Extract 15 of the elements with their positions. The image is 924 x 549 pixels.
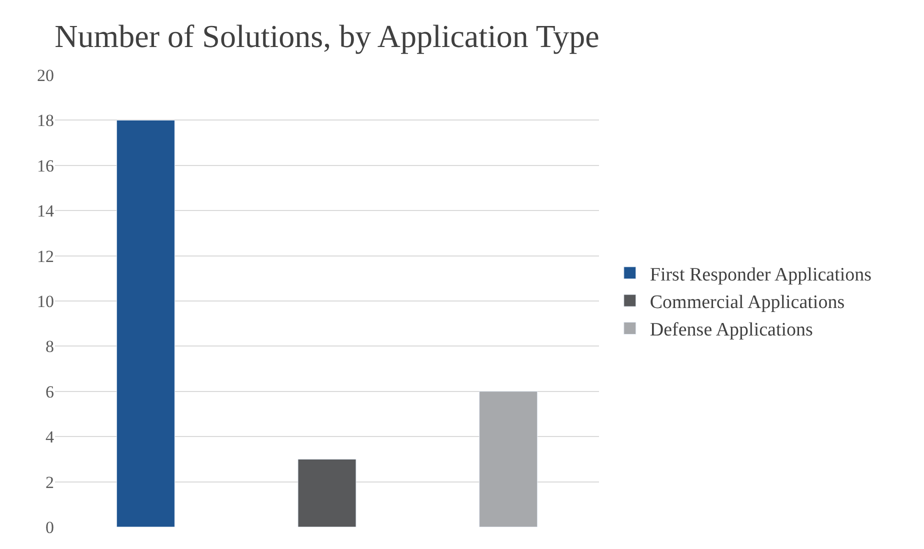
legend-label: Defense Applications [650,320,813,341]
y-tick-label: 10 [37,292,54,311]
y-tick-label: 4 [46,428,54,447]
legend-label: First Responder Applications [650,264,872,286]
chart-title: Number of Solutions, by Application Type [54,18,600,54]
y-tick-label: 8 [46,337,54,356]
y-tick-label: 18 [37,111,54,130]
y-tick-label: 0 [46,518,54,537]
y-tick-label: 16 [37,156,54,176]
y-tick-label: 14 [37,202,54,221]
y-tick-label: 20 [37,66,54,85]
y-tick-label: 12 [37,246,54,266]
y-tick-label: 2 [46,472,54,492]
y-tick-label: 6 [46,382,54,402]
legend-label: Commercial Applications [650,292,845,313]
